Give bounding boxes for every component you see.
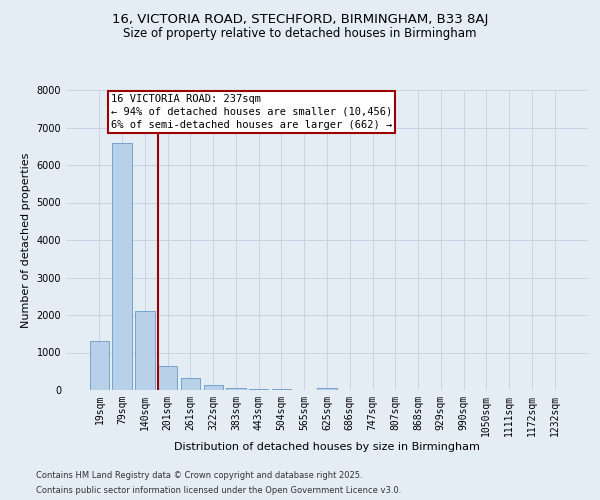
Bar bbox=[203, 385, 223, 390]
Bar bbox=[90, 341, 109, 390]
Bar bbox=[272, 389, 291, 390]
Y-axis label: Number of detached properties: Number of detached properties bbox=[21, 152, 31, 328]
Bar bbox=[135, 311, 155, 390]
Text: Contains HM Land Registry data © Crown copyright and database right 2025.: Contains HM Land Registry data © Crown c… bbox=[36, 471, 362, 480]
Bar bbox=[112, 142, 132, 390]
Text: Size of property relative to detached houses in Birmingham: Size of property relative to detached ho… bbox=[123, 28, 477, 40]
Bar bbox=[158, 366, 178, 390]
Bar bbox=[181, 378, 200, 390]
X-axis label: Distribution of detached houses by size in Birmingham: Distribution of detached houses by size … bbox=[174, 442, 480, 452]
Bar bbox=[249, 388, 268, 390]
Text: 16 VICTORIA ROAD: 237sqm
← 94% of detached houses are smaller (10,456)
6% of sem: 16 VICTORIA ROAD: 237sqm ← 94% of detach… bbox=[111, 94, 392, 130]
Text: Contains public sector information licensed under the Open Government Licence v3: Contains public sector information licen… bbox=[36, 486, 401, 495]
Bar bbox=[226, 388, 245, 390]
Bar bbox=[317, 388, 337, 390]
Text: 16, VICTORIA ROAD, STECHFORD, BIRMINGHAM, B33 8AJ: 16, VICTORIA ROAD, STECHFORD, BIRMINGHAM… bbox=[112, 12, 488, 26]
